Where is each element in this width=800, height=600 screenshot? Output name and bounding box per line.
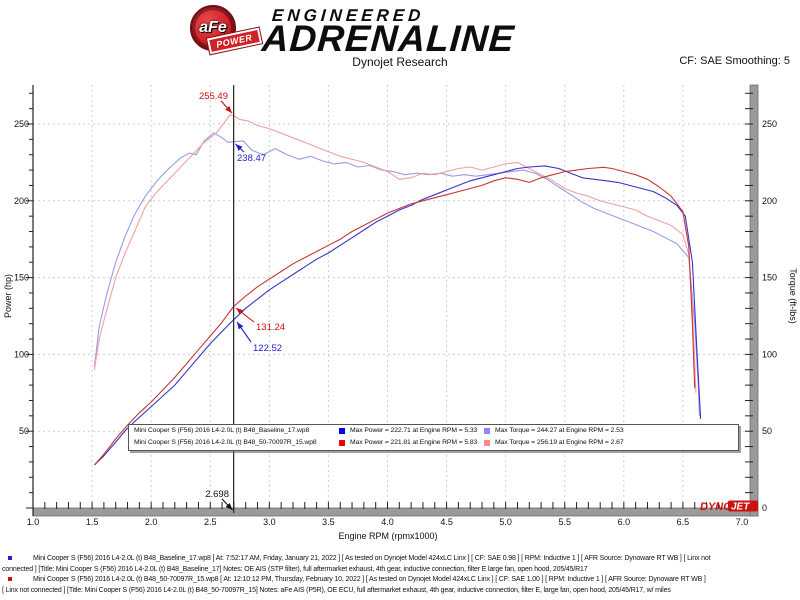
x-axis-band	[32, 507, 759, 517]
x-tick-label: 4.0	[381, 517, 394, 527]
y-right-axis-title: Torque (ft-lbs)	[788, 268, 798, 324]
x-tick-label: 3.0	[263, 517, 276, 527]
annotation-arrow-head	[225, 105, 232, 113]
series-curve-afe-torque	[93, 113, 697, 393]
chart-title: Dynojet Research	[352, 55, 448, 69]
x-axis-title: Engine RPM (rpmx1000)	[338, 531, 437, 541]
legend-run-name: Mini Cooper S (F56) 2016 L4-2.0L (t) B48…	[134, 427, 310, 434]
correction-factor-label: CF: SAE Smoothing: 5	[679, 55, 790, 67]
annotation-text: 255.49	[199, 91, 228, 102]
max-torque-text: Max Torque = 244.27 at Engine RPM = 2.53	[495, 427, 624, 434]
x-tick-label: 2.0	[145, 517, 158, 527]
x-tick-label: 2.5	[204, 517, 217, 527]
y-left-tick-label: 50	[19, 426, 29, 436]
annotation-arrow-head	[235, 144, 243, 151]
x-tick-label: 7.0	[736, 517, 749, 527]
footer-line-text: Mini Cooper S (F56) 2016 L4-2.0L (t) B48…	[33, 576, 706, 583]
max-power-swatch	[339, 428, 345, 434]
series-curve-baseline-torque	[93, 132, 701, 416]
max-power-text: Max Power = 222.71 at Engine RPM = 5.33	[350, 427, 478, 434]
footer-line: Mini Cooper S (F56) 2016 L4-2.0L (t) B48…	[0, 575, 800, 586]
x-tick-label: 1.0	[27, 517, 40, 527]
max-torque-swatch	[484, 440, 490, 446]
max-torque-swatch	[484, 428, 490, 434]
y-axis-band	[749, 84, 759, 517]
max-power-swatch	[339, 440, 345, 446]
afe-circle-text: aFe	[199, 19, 227, 36]
y-left-tick-label: 200	[14, 196, 29, 206]
x-tick-label: 6.0	[618, 517, 631, 527]
x-tick-label: 1.5	[86, 517, 99, 527]
legend-box: Mini Cooper S (F56) 2016 L4-2.0L (t) B48…	[128, 424, 739, 451]
legend-row: Mini Cooper S (F56) 2016 L4-2.0L (t) B48…	[129, 425, 738, 437]
dynojet-logo-block	[728, 500, 758, 512]
annotation-text: 131.24	[256, 322, 285, 333]
annotation-arrow-head	[237, 322, 244, 330]
x-tick-label: 6.5	[677, 517, 690, 527]
footer-line-text: [ Linx not connected ] [Title: Mini Coop…	[2, 586, 671, 594]
y-right-tick-label: 150	[762, 273, 777, 283]
x-tick-label: 3.5	[322, 517, 335, 527]
y-left-tick-label: 150	[14, 273, 29, 283]
dynojet-logo-text: DYNO	[700, 501, 732, 513]
x-tick-label: 5.5	[558, 517, 571, 527]
annotation-arrow-head	[236, 308, 244, 315]
x-tick-label: 5.0	[499, 517, 512, 527]
x-tick-label: 4.5	[440, 517, 453, 527]
dynojet-logo-jet-text: JET	[731, 502, 750, 513]
y-right-tick-label: 250	[762, 119, 777, 129]
footer-line-text: connected ] [Title: Mini Cooper S (F56) …	[2, 565, 588, 573]
annotation-arrow-head	[225, 503, 233, 510]
legend-run-name: Mini Cooper S (F56) 2016 L4-2.0L (t) B48…	[134, 439, 317, 446]
footer-line-text: Mini Cooper S (F56) 2016 L4-2.0L (t) B48…	[33, 555, 711, 562]
footer-line: Mini Cooper S (F56) 2016 L4-2.0L (t) B48…	[0, 554, 800, 565]
max-torque-text: Max Torque = 256.19 at Engine RPM = 2.67	[495, 439, 624, 446]
y-right-tick-label: 0	[762, 503, 767, 513]
dyno-chart: 1.0 1.5 2.0 2.5 3.0 3.5 4.0 4.5 5.0 5.5 6.0 6.5 7.0 5…	[3, 84, 798, 541]
max-power-text: Max Power = 221.81 at Engine RPM = 5.83	[350, 439, 478, 446]
y-right-tick-label: 200	[762, 196, 777, 206]
y-left-tick-label: 100	[14, 349, 29, 359]
legend-row: Mini Cooper S (F56) 2016 L4-2.0L (t) B48…	[129, 437, 738, 449]
annotation-text: 2.698	[205, 489, 229, 500]
y-left-axis-title: Power (hp)	[3, 274, 13, 318]
annotation-text: 122.52	[253, 343, 282, 354]
afe-logo: aFe POWER ENGINEERED ADRENALINE	[0, 0, 800, 59]
footer-line: [ Linx not connected ] [Title: Mini Coop…	[0, 586, 800, 597]
y-right-tick-label: 50	[762, 426, 772, 436]
y-left-tick-label: 250	[14, 119, 29, 129]
y-right-tick-label: 100	[762, 349, 777, 359]
run-bullet-icon	[8, 556, 12, 560]
run-bullet-icon	[8, 577, 12, 581]
annotation-text: 238.47	[237, 153, 266, 164]
series-curve-baseline-power	[94, 165, 702, 466]
series-curve-afe-power	[93, 166, 696, 466]
footer-line: connected ] [Title: Mini Cooper S (F56) …	[0, 565, 800, 576]
run-details-footer: Mini Cooper S (F56) 2016 L4-2.0L (t) B48…	[0, 554, 800, 596]
